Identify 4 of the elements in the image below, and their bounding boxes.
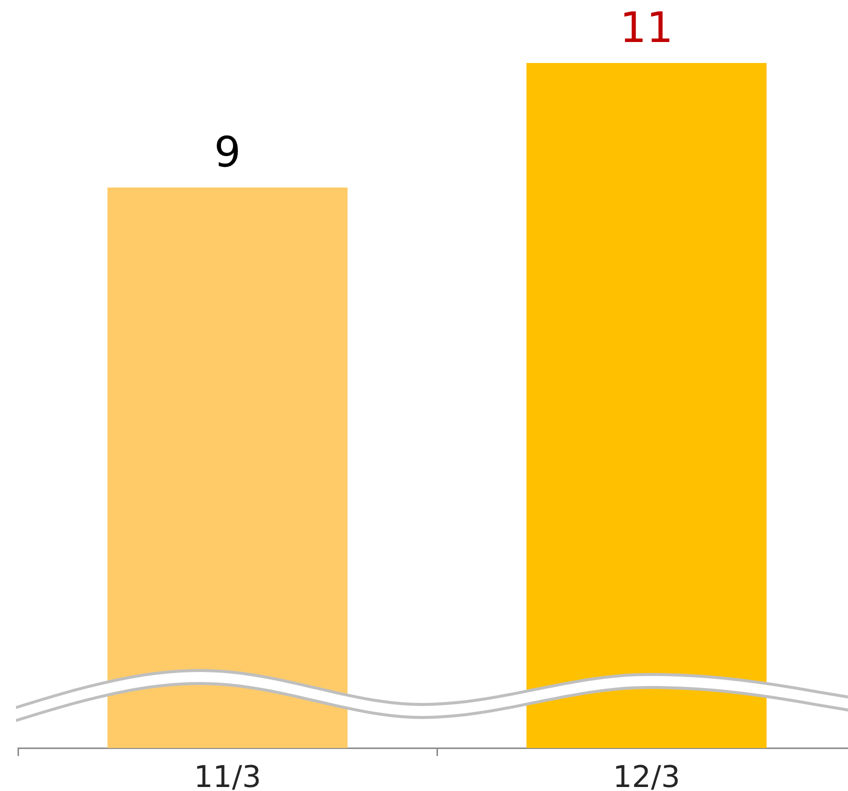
x-tick-label: 11/3 <box>194 760 262 791</box>
data-label: 11 <box>620 3 674 52</box>
x-tick-label: 12/3 <box>612 760 680 791</box>
data-label: 9 <box>214 128 241 177</box>
